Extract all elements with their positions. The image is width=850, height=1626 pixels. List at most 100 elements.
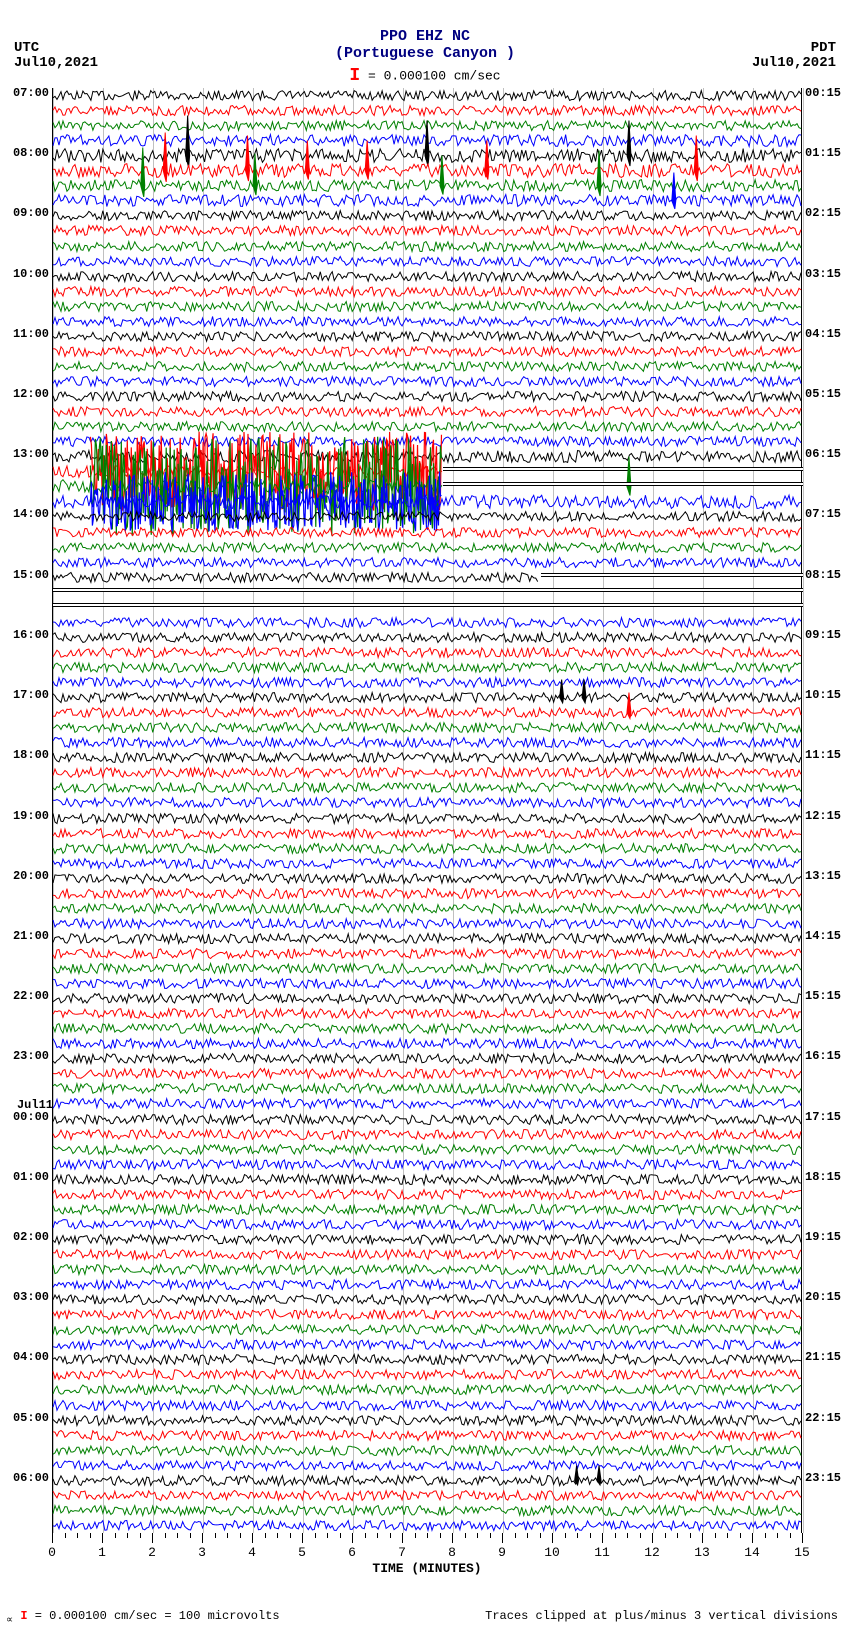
utc-time-label: 03:00 [13, 1290, 53, 1304]
pdt-time-label: 22:15 [801, 1411, 841, 1425]
seismic-trace [53, 1443, 801, 1458]
x-tick-label: 9 [498, 1545, 506, 1560]
left-timezone: UTC [14, 40, 39, 56]
pdt-time-label: 23:15 [801, 1471, 841, 1485]
seismic-trace [53, 494, 801, 509]
pdt-time-label: 07:15 [801, 507, 841, 521]
seismic-trace [53, 856, 801, 871]
x-tick-label: 3 [198, 1545, 206, 1560]
x-tick-label: 2 [148, 1545, 156, 1560]
x-tick [52, 1533, 53, 1543]
x-tick-label: 6 [348, 1545, 356, 1560]
seismic-trace: 19:0012:15 [53, 811, 801, 826]
seismic-trace [53, 675, 801, 690]
pdt-time-label: 16:15 [801, 1049, 841, 1063]
pdt-time-label: 19:15 [801, 1230, 841, 1244]
seismic-trace [53, 284, 801, 299]
seismic-trace [53, 1488, 801, 1503]
seismic-trace: 14:0007:15 [53, 509, 801, 524]
seismic-trace [53, 1157, 801, 1172]
seismic-trace [53, 359, 801, 374]
x-tick [702, 1533, 703, 1543]
pdt-time-label: 01:15 [801, 146, 841, 160]
utc-time-label: 23:00 [13, 1049, 53, 1063]
utc-time-label: Jul1100:00 [13, 1110, 53, 1124]
seismic-trace [53, 795, 801, 810]
seismic-trace [53, 946, 801, 961]
pdt-time-label: 03:15 [801, 267, 841, 281]
utc-time-label: 05:00 [13, 1411, 53, 1425]
seismic-trace [53, 344, 801, 359]
seismic-trace [53, 720, 801, 735]
seismic-trace [53, 1021, 801, 1036]
pdt-time-label: 04:15 [801, 327, 841, 341]
utc-time-label: 21:00 [13, 929, 53, 943]
x-tick-label: 14 [744, 1545, 760, 1560]
seismic-trace: 12:0005:15 [53, 389, 801, 404]
x-tick [502, 1533, 503, 1543]
seismic-trace [53, 555, 801, 570]
x-tick [602, 1533, 603, 1543]
seismic-trace: 16:0009:15 [53, 630, 801, 645]
x-axis-title: TIME (MINUTES) [52, 1561, 802, 1576]
seismic-trace [53, 419, 801, 434]
seismic-trace: 03:0020:15 [53, 1292, 801, 1307]
seismic-trace [53, 826, 801, 841]
seismic-trace [53, 841, 801, 856]
seismic-trace [53, 254, 801, 269]
utc-time-label: 15:00 [13, 568, 53, 582]
seismic-trace: 21:0014:15 [53, 931, 801, 946]
seismic-trace [53, 314, 801, 329]
seismic-trace: 04:0021:15 [53, 1352, 801, 1367]
utc-time-label: 04:00 [13, 1350, 53, 1364]
seismic-trace [53, 961, 801, 976]
seismic-trace: 22:0015:15 [53, 991, 801, 1006]
utc-time-label: 22:00 [13, 989, 53, 1003]
seismic-trace [53, 299, 801, 314]
seismic-trace [53, 615, 801, 630]
seismic-trace: 07:0000:15 [53, 88, 801, 103]
pdt-time-label: 08:15 [801, 568, 841, 582]
seismic-trace: 05:0022:15 [53, 1413, 801, 1428]
utc-time-label: 10:00 [13, 267, 53, 281]
utc-time-label: 11:00 [13, 327, 53, 341]
seismic-trace [53, 525, 801, 540]
seismic-trace [53, 705, 801, 720]
utc-time-label: 07:00 [13, 86, 53, 100]
x-tick-label: 13 [694, 1545, 710, 1560]
seismic-trace: 11:0004:15 [53, 329, 801, 344]
seismic-trace [53, 660, 801, 675]
seismic-trace [53, 1006, 801, 1021]
pdt-time-label: 17:15 [801, 1110, 841, 1124]
seismic-trace [53, 103, 801, 118]
pdt-time-label: 02:15 [801, 206, 841, 220]
pdt-time-label: 00:15 [801, 86, 841, 100]
pdt-time-label: 09:15 [801, 628, 841, 642]
x-tick-label: 0 [48, 1545, 56, 1560]
scale-indicator: I = 0.000100 cm/sec [0, 66, 850, 86]
utc-time-label: 17:00 [13, 688, 53, 702]
seismic-trace [53, 1247, 801, 1262]
left-date: Jul10,2021 [14, 55, 98, 71]
seismic-trace [53, 374, 801, 389]
seismic-trace: 17:0010:15 [53, 690, 801, 705]
seismic-trace: 18:0011:15 [53, 750, 801, 765]
seismic-trace: Jul1100:0017:15 [53, 1112, 801, 1127]
seismic-trace [53, 178, 801, 193]
seismic-trace [53, 886, 801, 901]
x-tick [752, 1533, 753, 1543]
pdt-time-label: 06:15 [801, 447, 841, 461]
pdt-time-label: 10:15 [801, 688, 841, 702]
pdt-time-label: 21:15 [801, 1350, 841, 1364]
x-axis: TIME (MINUTES) 0123456789101112131415 [52, 1533, 802, 1583]
seismic-trace [53, 1142, 801, 1157]
seismic-trace [53, 239, 801, 254]
seismic-trace: 10:0003:15 [53, 269, 801, 284]
seismic-trace [53, 1262, 801, 1277]
x-tick-label: 10 [544, 1545, 560, 1560]
x-tick [252, 1533, 253, 1543]
utc-time-label: 14:00 [13, 507, 53, 521]
seismic-trace [53, 1428, 801, 1443]
x-tick [352, 1533, 353, 1543]
pdt-time-label: 11:15 [801, 748, 841, 762]
